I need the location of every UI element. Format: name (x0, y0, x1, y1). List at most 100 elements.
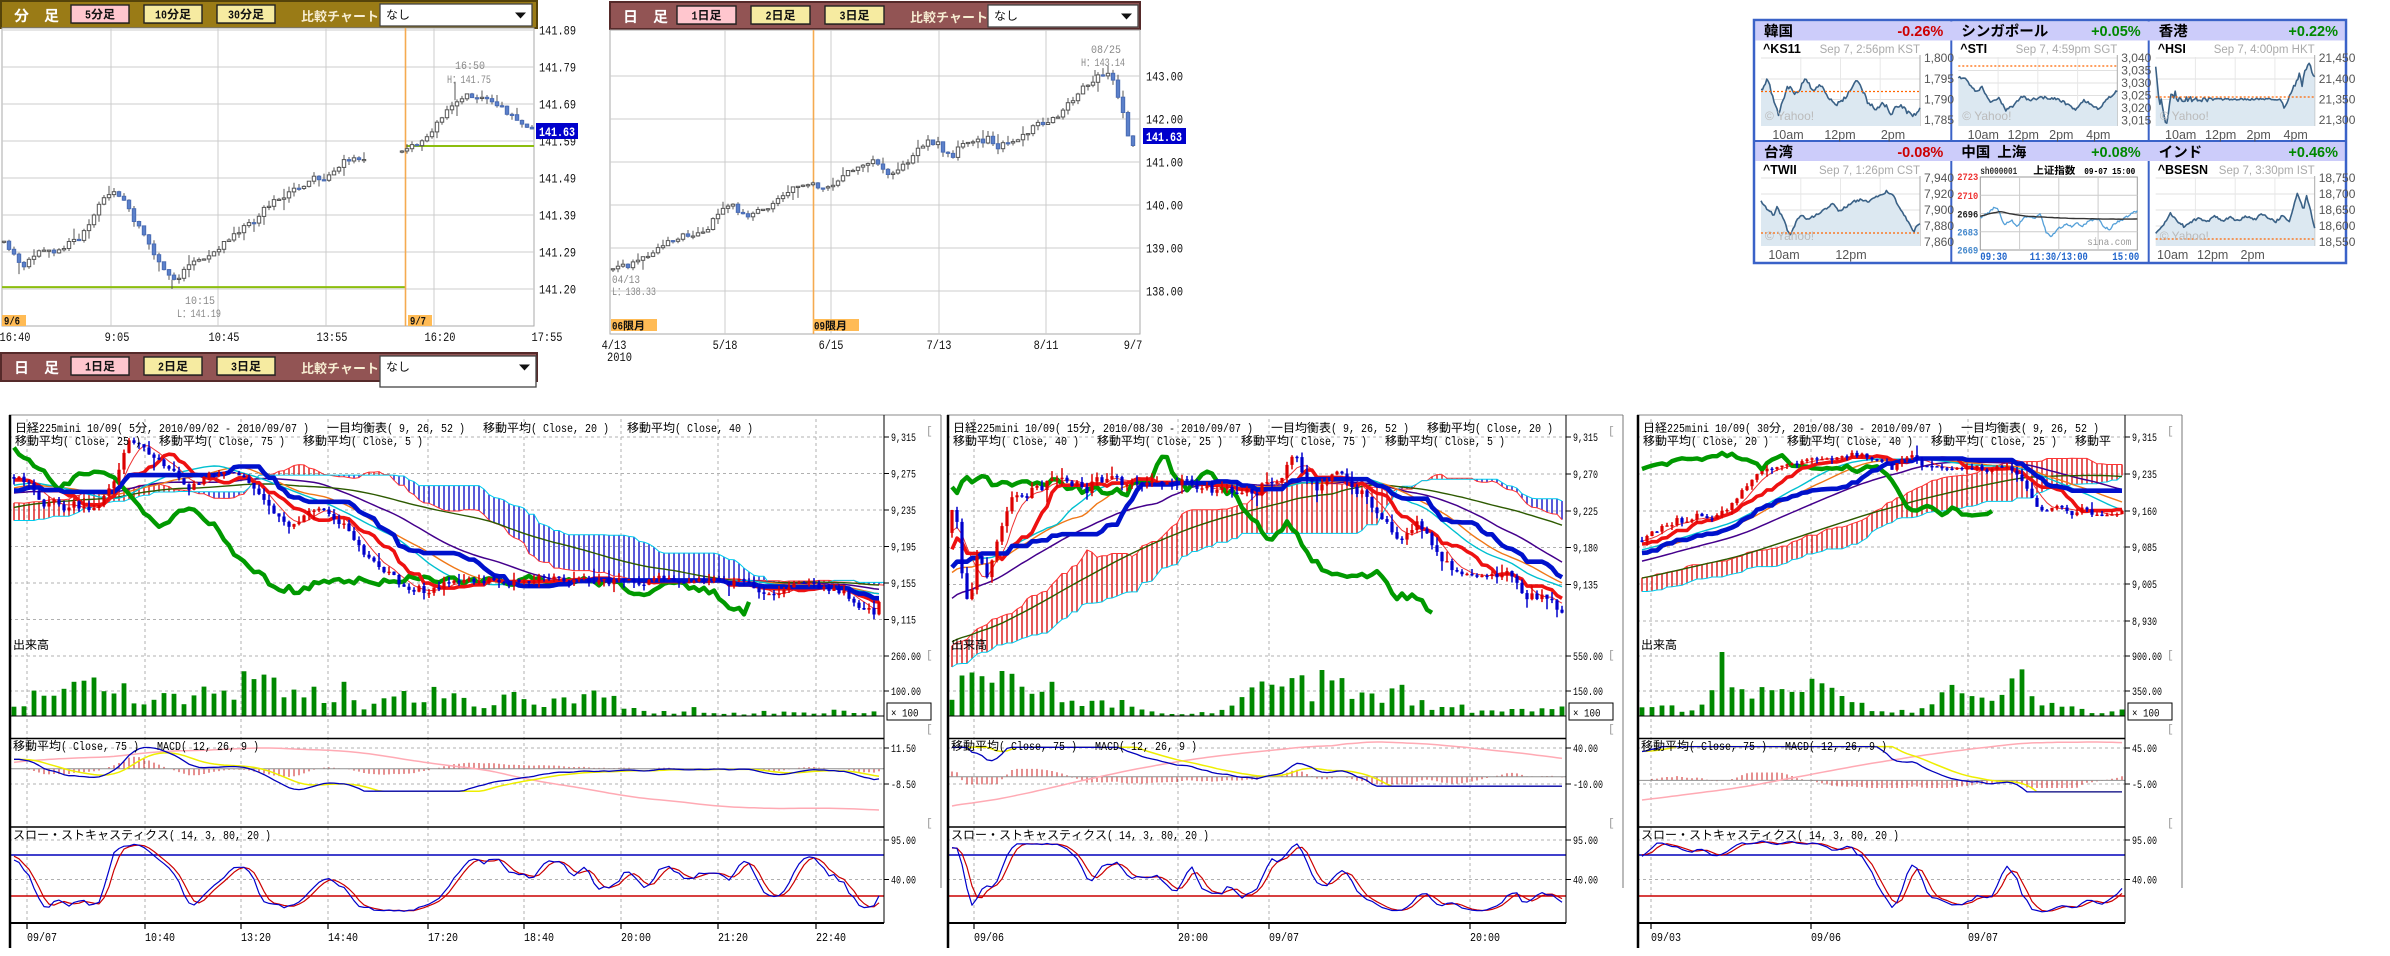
svg-text:2010: 2010 (607, 351, 632, 365)
svg-text:-8.50: -8.50 (891, 780, 916, 792)
svg-text:9/7: 9/7 (1124, 339, 1143, 353)
svg-text:225mini 10/09( 5: 225mini 10/09( 5 (39, 422, 135, 436)
svg-text:^BSESN: ^BSESN (2158, 163, 2208, 177)
svg-text:8,930: 8,930 (2132, 617, 2157, 629)
svg-text:Sep 7, 2:56pm KST: Sep 7, 2:56pm KST (1820, 44, 1920, 56)
svg-text:20:00: 20:00 (1470, 932, 1500, 945)
svg-text:2: 2 (158, 361, 164, 375)
svg-text:141.29: 141.29 (539, 247, 576, 261)
svg-text:MACD( 12, 26, 9 ): MACD( 12, 26, 9 ) (1095, 740, 1197, 754)
svg-text:40.00: 40.00 (1573, 744, 1598, 756)
svg-text:21:20: 21:20 (718, 932, 748, 945)
svg-text:MACD( 12, 26, 9 ): MACD( 12, 26, 9 ) (157, 740, 259, 754)
svg-text:260.00: 260.00 (891, 652, 921, 664)
svg-text:9,135: 9,135 (1573, 580, 1598, 592)
svg-text:350.00: 350.00 (2132, 687, 2162, 699)
svg-text:( Close, 5 ): ( Close, 5 ) (351, 435, 423, 449)
svg-text:^KS11: ^KS11 (1763, 42, 1801, 56)
svg-text:3,025: 3,025 (2121, 89, 2151, 103)
svg-text:( Close, 20 ): ( Close, 20 ) (1691, 435, 1769, 449)
svg-text:142.00: 142.00 (1146, 114, 1183, 128)
svg-text:L：138.33: L：138.33 (612, 287, 656, 299)
svg-text:20:00: 20:00 (1178, 932, 1208, 945)
svg-text:( Close, 75 ): ( Close, 75 ) (207, 435, 285, 449)
svg-text:( Close, 75 ): ( Close, 75 ) (1689, 740, 1767, 754)
svg-text:141.63: 141.63 (1146, 131, 1182, 145)
svg-text:2pm: 2pm (2049, 128, 2073, 142)
svg-text:3,030: 3,030 (2121, 76, 2151, 90)
svg-text:09/06: 09/06 (974, 932, 1004, 945)
svg-text:2: 2 (766, 10, 772, 24)
svg-text:95.00: 95.00 (2132, 836, 2157, 848)
svg-text:95.00: 95.00 (1573, 836, 1598, 848)
svg-text:141.69: 141.69 (539, 99, 576, 113)
svg-text:143.00: 143.00 (1146, 71, 1183, 85)
svg-text:12pm: 12pm (2197, 248, 2228, 262)
svg-text:( Close, 75 ): ( Close, 75 ) (61, 740, 139, 754)
svg-text:12pm: 12pm (2205, 128, 2236, 142)
svg-text:, 2010/09/02 - 2010/09/07 ): , 2010/09/02 - 2010/09/07 ) (147, 422, 309, 436)
svg-text:( 14, 3, 80, 20 ): ( 14, 3, 80, 20 ) (1107, 829, 1209, 843)
svg-text:141.39: 141.39 (539, 210, 576, 224)
svg-text:© Yahoo!: © Yahoo! (2160, 109, 2209, 123)
svg-text:06: 06 (612, 322, 623, 334)
svg-text:141.00: 141.00 (1146, 157, 1183, 171)
svg-text:225mini 10/09( 15: 225mini 10/09( 15 (977, 422, 1079, 436)
svg-text:18,550: 18,550 (2319, 235, 2356, 249)
svg-text:21,400: 21,400 (2319, 72, 2356, 86)
svg-text:( Close, 40 ): ( Close, 40 ) (1001, 435, 1079, 449)
svg-text:10am: 10am (1968, 128, 1999, 142)
svg-text:10:45: 10:45 (209, 331, 240, 345)
svg-text:2pm: 2pm (2241, 248, 2265, 262)
svg-text:18,650: 18,650 (2319, 203, 2356, 217)
svg-text:9,225: 9,225 (1573, 507, 1598, 519)
svg-text:6/15: 6/15 (819, 339, 844, 353)
svg-text:© Yahoo!: © Yahoo! (1962, 109, 2011, 123)
svg-text:( 9, 26, 52 ): ( 9, 26, 52 ) (387, 422, 465, 436)
svg-text:10: 10 (155, 9, 167, 23)
svg-text:9,315: 9,315 (2132, 433, 2157, 445)
svg-text:Sep 7, 1:26pm CST: Sep 7, 1:26pm CST (1819, 165, 1920, 177)
svg-text:13:55: 13:55 (317, 331, 348, 345)
svg-text:18:40: 18:40 (524, 932, 554, 945)
svg-text:3,015: 3,015 (2121, 114, 2151, 128)
svg-text:9,115: 9,115 (891, 615, 916, 627)
svg-text:10am: 10am (1768, 248, 1799, 262)
svg-text:12pm: 12pm (2008, 128, 2039, 142)
svg-text:[: [ (2167, 818, 2174, 830)
svg-text:09:30: 09:30 (1980, 252, 2007, 264)
svg-text:+0.08%: +0.08% (2091, 145, 2141, 161)
svg-text:150.00: 150.00 (1573, 687, 1603, 699)
svg-text:141.49: 141.49 (539, 173, 576, 187)
svg-text:[: [ (926, 426, 933, 438)
svg-text:^STI: ^STI (1960, 42, 1987, 56)
svg-text:4/13: 4/13 (602, 339, 627, 353)
svg-text:2pm: 2pm (2247, 128, 2271, 142)
svg-text:H：143.14: H：143.14 (1081, 58, 1125, 70)
svg-text:1: 1 (692, 10, 698, 24)
svg-text:2696: 2696 (1957, 211, 1978, 222)
svg-text:11:30/13:00: 11:30/13:00 (2030, 252, 2088, 264)
svg-text:× 100: × 100 (2132, 709, 2160, 721)
svg-text:139.00: 139.00 (1146, 243, 1183, 257)
svg-text:Sep 7, 4:59pm SGT: Sep 7, 4:59pm SGT (2016, 44, 2118, 56)
svg-text:15:00: 15:00 (2112, 252, 2139, 264)
svg-text:140.00: 140.00 (1146, 200, 1183, 214)
svg-text:( Close, 20 ): ( Close, 20 ) (531, 422, 609, 436)
svg-text:10:40: 10:40 (145, 932, 175, 945)
svg-text:22:40: 22:40 (816, 932, 846, 945)
svg-text:100.00: 100.00 (891, 687, 921, 699)
svg-text:7,880: 7,880 (1924, 219, 1954, 233)
svg-text:3,035: 3,035 (2121, 64, 2151, 78)
svg-text:138.00: 138.00 (1146, 286, 1183, 300)
svg-text:7/13: 7/13 (927, 339, 952, 353)
svg-text:08/25: 08/25 (1091, 45, 1121, 57)
svg-text:3,040: 3,040 (2121, 51, 2151, 65)
svg-text:95.00: 95.00 (891, 836, 916, 848)
svg-text:( Close, 20 ): ( Close, 20 ) (1475, 422, 1553, 436)
svg-text:18,600: 18,600 (2319, 219, 2356, 233)
svg-text:09-07 15:00: 09-07 15:00 (2084, 166, 2135, 177)
svg-text:( Close, 5 ): ( Close, 5 ) (1433, 435, 1505, 449)
svg-text:9,160: 9,160 (2132, 507, 2157, 519)
svg-text:9,085: 9,085 (2132, 543, 2157, 555)
